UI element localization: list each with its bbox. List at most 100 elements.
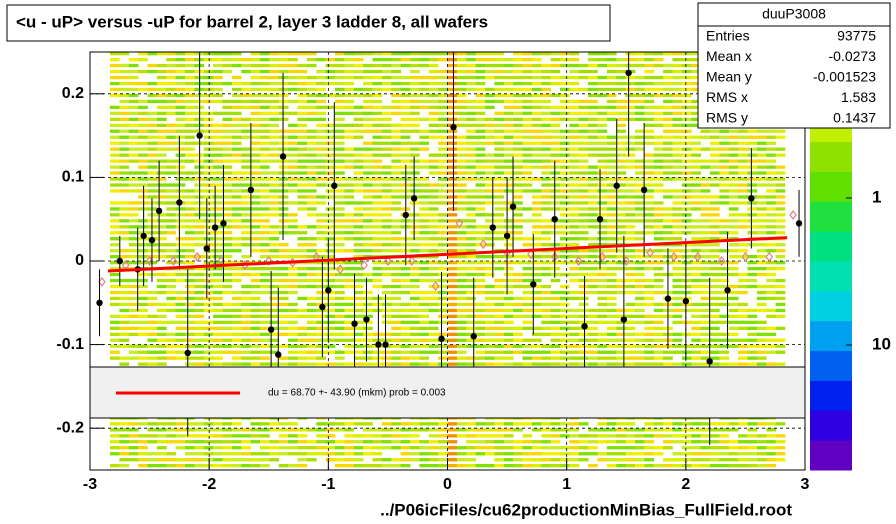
heat-cell: [719, 356, 730, 360]
heat-cell: [691, 464, 701, 468]
heat-cell: [325, 434, 336, 438]
heat-cell: [363, 63, 373, 68]
heat-cell: [278, 314, 289, 318]
heat-cell: [456, 272, 467, 277]
heat-cell: [156, 219, 167, 223]
heat-cell: [335, 249, 345, 253]
heat-cell: [250, 356, 261, 360]
heat-cell: [306, 278, 317, 283]
heat-cell: [363, 464, 373, 468]
heat-cell: [241, 440, 251, 444]
heat-cell: [625, 320, 636, 324]
heat-cell: [756, 219, 767, 223]
heat-cell: [391, 81, 401, 86]
heat-cell: [456, 243, 467, 247]
heat-cell: [541, 117, 551, 121]
heat-cell: [306, 183, 317, 187]
heat-cell: [269, 338, 280, 342]
heat-cell: [644, 284, 655, 289]
heat-cell: [156, 272, 167, 277]
heat-cell: [288, 123, 298, 127]
heat-cell: [719, 344, 730, 348]
heat-cell: [522, 284, 533, 289]
heat-cell: [475, 183, 486, 187]
heat-cell: [597, 422, 608, 426]
heat-cell: [288, 446, 298, 450]
heat-cell: [353, 452, 364, 456]
heat-cell: [250, 344, 261, 348]
heat-cell: [456, 225, 467, 229]
heat-cell: [363, 52, 373, 56]
heat-cell: [335, 267, 345, 271]
heat-cell: [766, 267, 776, 271]
heat-cell: [438, 356, 448, 360]
heat-cell: [738, 129, 748, 133]
heat-cell: [335, 135, 345, 139]
heat-cell: [513, 338, 523, 342]
heat-cell: [241, 225, 251, 229]
heat-cell: [635, 440, 645, 444]
heat-cell: [766, 201, 776, 205]
heat-cell: [672, 225, 683, 229]
heat-cell: [672, 231, 683, 235]
heat-cell: [663, 446, 673, 450]
heat-cell: [644, 302, 655, 307]
heat-cell: [466, 171, 476, 175]
heat-cell: [485, 87, 495, 92]
heat-cell: [681, 147, 692, 151]
heat-cell: [269, 201, 280, 205]
heat-cell: [306, 458, 317, 462]
heat-cell: [400, 434, 411, 438]
heat-cell: [288, 344, 298, 348]
heat-cell: [156, 452, 167, 456]
heat-cell: [428, 290, 439, 295]
heat-cell: [578, 332, 589, 336]
heat-cell: [513, 58, 523, 62]
heat-cell: [381, 63, 392, 68]
heat-cell: [531, 255, 542, 259]
heat-cell: [756, 129, 767, 133]
heat-cell: [663, 464, 673, 468]
heat-cell: [231, 302, 242, 307]
heat-cell: [419, 440, 430, 444]
heat-cell: [119, 278, 130, 283]
heat-cell: [485, 296, 495, 301]
heat-cell: [185, 422, 195, 426]
heat-cell: [681, 320, 692, 324]
heat-cell: [213, 195, 223, 199]
heat-cell: [231, 75, 242, 80]
heat-cell: [353, 267, 364, 271]
heat-cell: [353, 129, 364, 133]
heat-cell: [166, 111, 176, 115]
heat-cell: [260, 464, 270, 468]
heat-cell: [775, 344, 786, 348]
heat-cell: [128, 87, 139, 92]
heat-cell: [353, 153, 364, 157]
heat-cell: [635, 117, 645, 121]
heat-cell: [156, 195, 167, 199]
heat-cell: [363, 75, 373, 80]
heat-cell: [588, 452, 598, 456]
heat-cell: [691, 189, 701, 193]
heat-cell: [710, 165, 720, 169]
heat-cell: [400, 58, 411, 62]
heat-cell: [147, 81, 158, 86]
x-tick-label: 2: [681, 476, 690, 493]
heat-cell: [231, 332, 242, 336]
heat-cell: [231, 225, 242, 229]
heat-cell: [672, 201, 683, 205]
heat-cell: [438, 219, 448, 223]
heat-cell: [644, 69, 655, 74]
heat-cell: [138, 326, 148, 330]
heat-cell: [447, 332, 458, 336]
heat-cell: [541, 141, 551, 145]
heat-cell: [297, 440, 308, 444]
heat-cell: [503, 117, 514, 121]
heat-cell: [475, 75, 486, 80]
heat-cell: [400, 278, 411, 283]
heat-cell: [156, 105, 167, 109]
heat-cell: [541, 332, 551, 336]
heat-cell: [119, 320, 130, 324]
heat-cell: [250, 69, 261, 74]
heat-cell: [588, 213, 598, 217]
